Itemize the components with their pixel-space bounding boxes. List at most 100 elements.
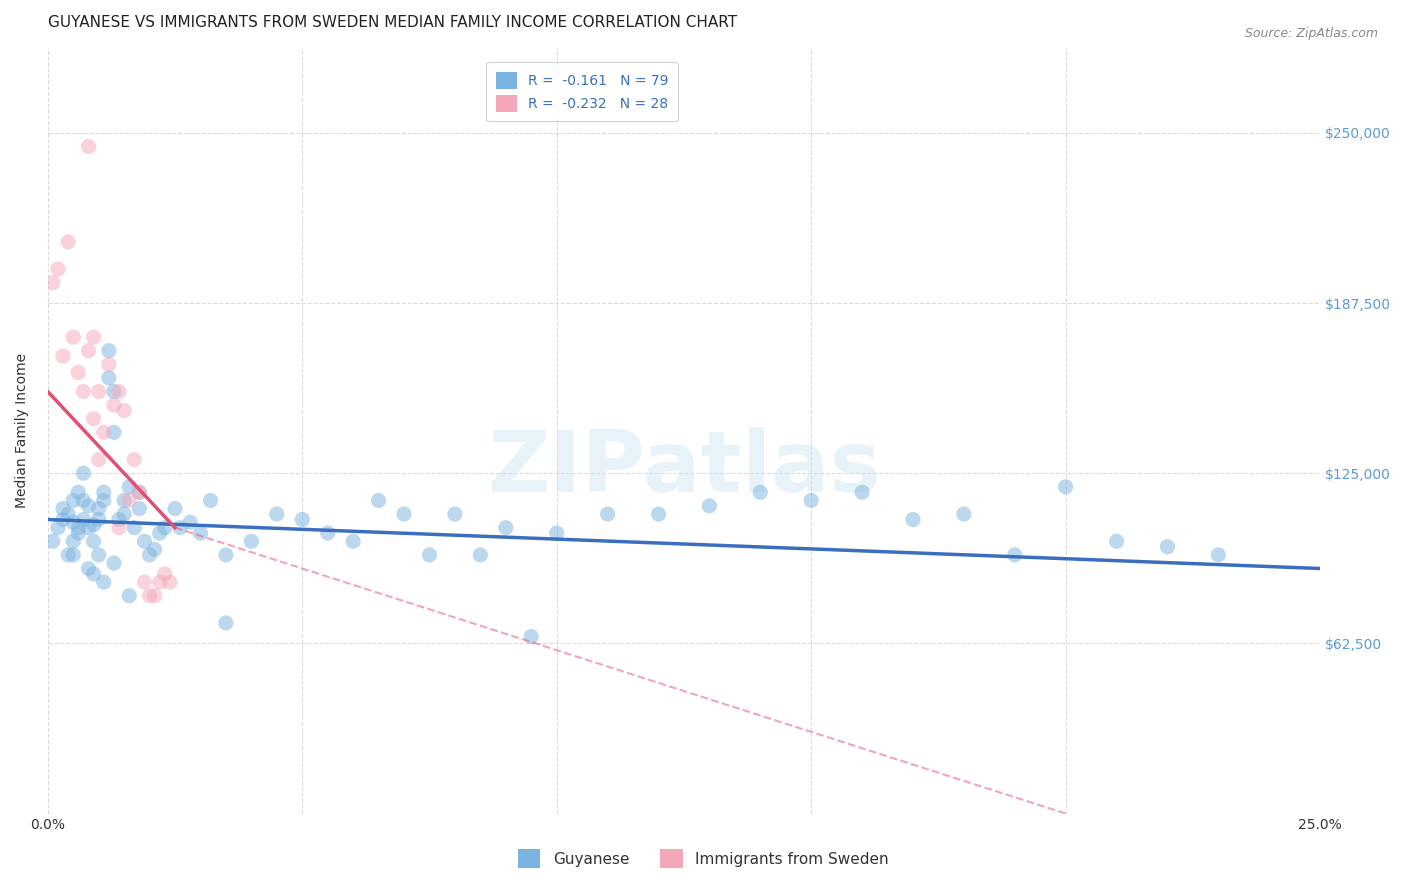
Point <box>77 561 100 575</box>
Point <box>316 526 339 541</box>
Point <box>93 485 115 500</box>
Point <box>67 366 90 380</box>
Point <box>901 512 924 526</box>
Text: Source: ZipAtlas.com: Source: ZipAtlas.com <box>1244 27 1378 40</box>
Point <box>72 512 94 526</box>
Point <box>112 493 135 508</box>
Point <box>46 262 69 277</box>
Point <box>62 534 84 549</box>
Point <box>72 493 94 508</box>
Point <box>134 534 156 549</box>
Point <box>128 485 150 500</box>
Point <box>138 589 160 603</box>
Point <box>749 485 772 500</box>
Point <box>179 515 201 529</box>
Point <box>42 534 65 549</box>
Point <box>77 139 100 153</box>
Point <box>1208 548 1230 562</box>
Point <box>93 425 115 440</box>
Point <box>87 501 110 516</box>
Point <box>77 343 100 358</box>
Point <box>83 518 105 533</box>
Point <box>108 384 131 399</box>
Point <box>342 534 364 549</box>
Point <box>699 499 721 513</box>
Point <box>1004 548 1026 562</box>
Point <box>546 526 568 541</box>
Point <box>52 501 75 516</box>
Legend: R =  -0.161   N = 79, R =  -0.232   N = 28: R = -0.161 N = 79, R = -0.232 N = 28 <box>486 62 678 121</box>
Point <box>103 556 125 570</box>
Point <box>118 480 141 494</box>
Point <box>159 575 181 590</box>
Point <box>103 425 125 440</box>
Point <box>97 357 120 371</box>
Point <box>444 507 467 521</box>
Point <box>52 349 75 363</box>
Point <box>240 534 263 549</box>
Point <box>128 485 150 500</box>
Point <box>77 499 100 513</box>
Point <box>367 493 389 508</box>
Point <box>108 521 131 535</box>
Point <box>112 403 135 417</box>
Point <box>122 452 145 467</box>
Point <box>143 542 166 557</box>
Point <box>200 493 222 508</box>
Point <box>190 526 212 541</box>
Point <box>97 371 120 385</box>
Point <box>495 521 517 535</box>
Point <box>266 507 288 521</box>
Point <box>392 507 415 521</box>
Point <box>520 630 543 644</box>
Point <box>647 507 669 521</box>
Point <box>93 493 115 508</box>
Point <box>97 343 120 358</box>
Point <box>1156 540 1178 554</box>
Point <box>56 548 79 562</box>
Point <box>87 548 110 562</box>
Point <box>1105 534 1128 549</box>
Point <box>56 235 79 249</box>
Point <box>103 384 125 399</box>
Point <box>46 521 69 535</box>
Point <box>163 501 186 516</box>
Point <box>118 589 141 603</box>
Point <box>153 566 176 581</box>
Point <box>42 276 65 290</box>
Point <box>291 512 314 526</box>
Point <box>596 507 619 521</box>
Point <box>418 548 440 562</box>
Legend: Guyanese, Immigrants from Sweden: Guyanese, Immigrants from Sweden <box>510 841 896 875</box>
Point <box>122 521 145 535</box>
Point <box>1054 480 1077 494</box>
Point <box>87 512 110 526</box>
Point <box>62 515 84 529</box>
Point <box>83 330 105 344</box>
Point <box>67 485 90 500</box>
Point <box>83 534 105 549</box>
Point <box>83 411 105 425</box>
Point <box>851 485 873 500</box>
Point <box>83 566 105 581</box>
Point <box>52 512 75 526</box>
Point <box>153 521 176 535</box>
Point <box>128 501 150 516</box>
Point <box>77 521 100 535</box>
Point <box>72 467 94 481</box>
Point <box>215 548 238 562</box>
Point <box>67 526 90 541</box>
Point <box>800 493 823 508</box>
Point <box>108 512 131 526</box>
Point <box>138 548 160 562</box>
Point <box>93 575 115 590</box>
Point <box>169 521 191 535</box>
Point <box>149 575 172 590</box>
Point <box>215 615 238 630</box>
Point <box>62 548 84 562</box>
Point <box>56 507 79 521</box>
Point <box>118 493 141 508</box>
Point <box>67 521 90 535</box>
Point <box>87 384 110 399</box>
Point <box>134 575 156 590</box>
